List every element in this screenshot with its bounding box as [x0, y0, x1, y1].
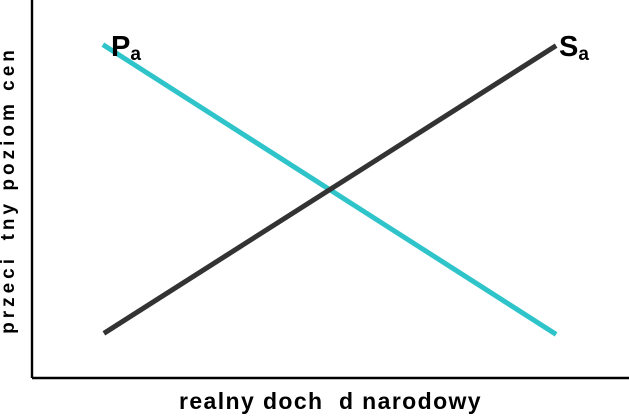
- svg-text:Pa: Pa: [111, 31, 141, 65]
- svg-text:przeciętny poziom cen: przeciętny poziom cen: [0, 46, 19, 334]
- svg-text:Sa: Sa: [559, 31, 589, 65]
- svg-text:realny dochód narodowy: realny dochód narodowy: [179, 388, 482, 414]
